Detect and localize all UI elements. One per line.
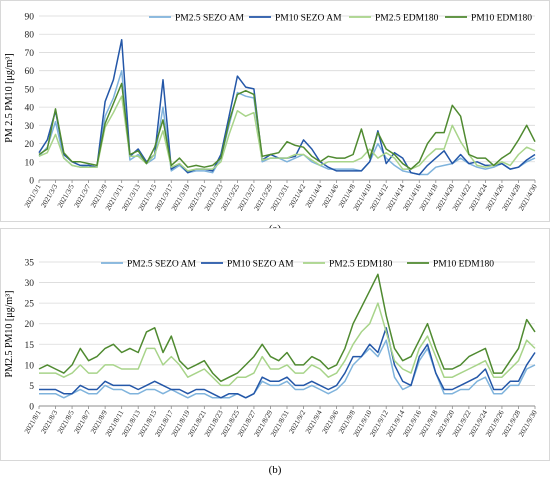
chart-b-series-line-3	[39, 302, 536, 387]
chart-b-ytick-label: 10	[25, 361, 35, 371]
chart-a-legend-label: PM10 SEZO AM	[275, 14, 342, 24]
chart-b-ytick-label: 20	[25, 320, 35, 330]
chart-b-legend-label: PM2.5 EDM180	[329, 260, 393, 270]
chart-b-ytick-label: 15	[25, 341, 35, 351]
chart-a-ytick-label: 10	[25, 158, 35, 168]
chart-b-series-line-2	[39, 327, 536, 399]
chart-a-series-line-1	[38, 69, 536, 176]
chart-b-ytick-label: 5	[29, 382, 34, 392]
chart-b-legend-label: PM10 SEZO AM	[227, 260, 294, 270]
chart-a-ytick-label: 30	[25, 122, 35, 132]
panel-label-b: (b)	[268, 464, 282, 476]
chart-panel-b: 0 5 10 15 20 25 30 35 PM2.5 PM10 [μg/m³] 2021/8/1…	[0, 228, 550, 461]
chart-b-ytick-label: 30	[25, 279, 35, 289]
chart-b-ytick-label: 0	[29, 403, 34, 413]
chart-b-series-line-1	[39, 339, 536, 399]
chart-a-ytick-label: 90	[25, 13, 35, 23]
chart-panel-a: 0 10 20 30 40 50 60 70 80 90 PM 2.5 PM10 [μg/m³] 20…	[0, 0, 550, 222]
chart-a-ytick-label: 80	[25, 31, 35, 41]
chart-a-series-line-3	[38, 95, 536, 172]
chart-a-ytick-label: 20	[25, 140, 35, 150]
chart-a-legend-label: PM2.5 SEZO AM	[175, 14, 244, 24]
chart-a-ytick-label: 0	[29, 177, 34, 187]
chart-b-legend-label: PM2.5 SEZO AM	[127, 260, 196, 270]
chart-b-series-line-4	[38, 273, 536, 383]
chart-a-legend-label: PM10 EDM180	[471, 14, 532, 24]
chart-b-legend-label: PM10 EDM180	[433, 260, 494, 270]
chart-a-ytick-label: 40	[25, 104, 35, 114]
chart-a-series-line-4	[38, 82, 536, 170]
chart-a-ylabel: PM 2.5 PM10 [μg/m³]	[4, 53, 15, 142]
chart-a-ytick-label: 70	[25, 49, 35, 59]
chart-b-ytick-label: 25	[25, 300, 35, 310]
chart-a-legend-label: PM2.5 EDM180	[375, 14, 439, 24]
chart-b-ylabel: PM2.5 PM10 [μg/m³]	[4, 291, 15, 378]
chart-a-ytick-label: 50	[25, 85, 35, 95]
chart-b-ytick-label: 35	[25, 259, 35, 269]
chart-a-ytick-label: 60	[25, 67, 35, 77]
